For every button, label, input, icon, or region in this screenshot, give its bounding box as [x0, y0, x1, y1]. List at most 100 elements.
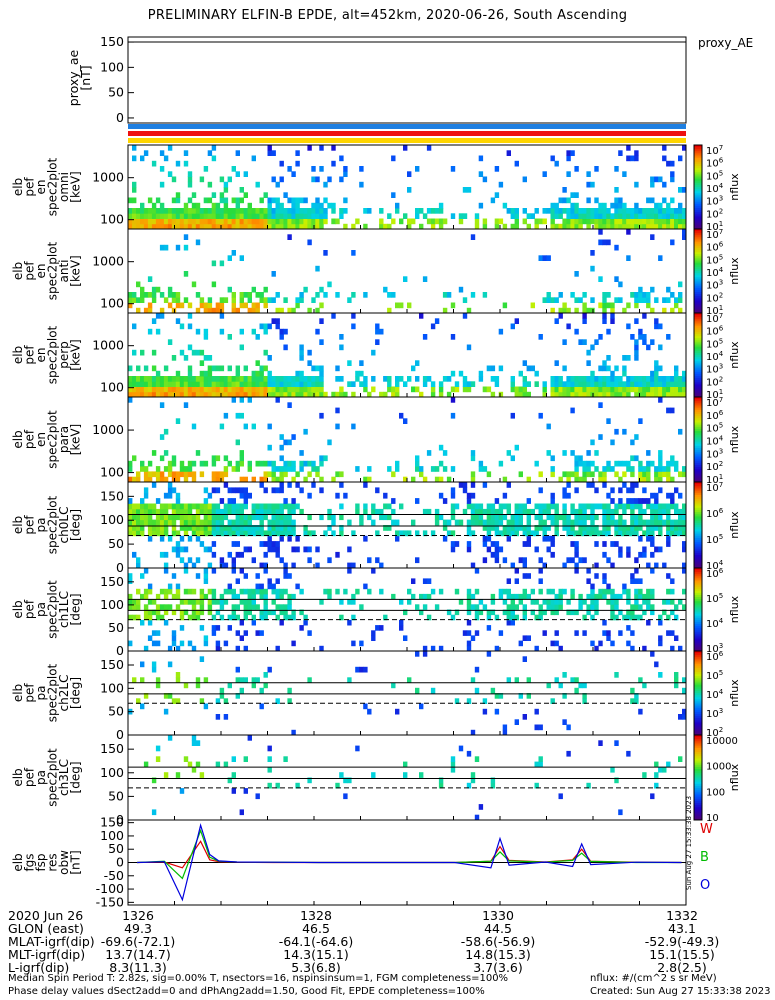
spectrogram-cell	[140, 573, 145, 579]
spectrogram-cell	[167, 583, 173, 590]
spectrogram-cell	[271, 541, 276, 547]
spectrogram-cell	[622, 525, 627, 531]
spectrogram-cell	[147, 386, 153, 393]
spectrogram-cell	[658, 455, 663, 462]
spectrogram-cell	[646, 498, 651, 504]
spectrogram-cell	[307, 460, 312, 467]
y-tick-label: 1000	[92, 254, 124, 269]
spectrogram-cell	[678, 213, 683, 219]
spectrogram-cell	[646, 391, 651, 398]
spectrogram-cell	[634, 557, 639, 564]
colorbar-segment	[694, 576, 702, 579]
spectrogram-cell	[614, 530, 619, 537]
spectrogram-cell	[219, 365, 225, 372]
spectrogram-cell	[267, 460, 272, 467]
spectrogram-cell	[231, 297, 236, 303]
spectrogram-cell	[407, 187, 412, 193]
spectrogram-cell	[466, 698, 472, 704]
colorbar-tick-label: 103	[706, 363, 723, 376]
colorbar-segment	[694, 289, 702, 293]
spectrogram-cell	[155, 525, 161, 531]
spectrogram-cell	[155, 756, 161, 762]
spectrogram-cell	[570, 588, 575, 595]
spectrogram-cell	[658, 213, 663, 219]
spectrogram-cell	[167, 460, 173, 467]
spectrogram-cell	[450, 530, 456, 537]
spectrogram-cell	[494, 381, 500, 387]
spectrogram-cell	[315, 328, 320, 335]
colorbar-segment	[694, 210, 702, 213]
spectrogram-cell	[235, 460, 240, 467]
spectrogram-cell	[163, 365, 169, 372]
spectrogram-cell	[187, 344, 193, 351]
spectrogram-cell	[327, 588, 332, 595]
spectrogram-cell	[474, 218, 480, 225]
spectrogram-cell	[578, 213, 583, 219]
colorbar-segment	[694, 584, 702, 588]
spectrogram-cell	[128, 614, 133, 621]
spectrogram-cell	[606, 583, 611, 590]
spectrogram-cell	[494, 557, 500, 564]
spectrogram-cell	[279, 218, 284, 225]
spectrogram-cell	[207, 519, 213, 526]
colorbar-tick-label: 103	[706, 707, 723, 720]
colorbar-segment	[694, 663, 702, 667]
spectrogram-cell	[211, 307, 217, 314]
spectrogram-cell	[315, 466, 320, 472]
colorbar-segment	[694, 796, 702, 800]
spectrogram-cell	[438, 588, 444, 595]
spectrogram-cell	[175, 381, 181, 387]
spectrogram-cell	[486, 535, 492, 542]
spectrogram-cell	[303, 223, 308, 230]
spectrogram-cell	[179, 599, 185, 605]
spectrogram-cell	[634, 698, 639, 704]
spectrogram-cell	[267, 508, 272, 515]
spectrogram-cell	[195, 557, 201, 564]
spectrogram-cell	[319, 599, 324, 605]
spectrogram-cell	[351, 292, 356, 298]
spectrogram-cell	[395, 519, 400, 526]
spectrogram-cell	[498, 519, 504, 526]
spectrogram-cell	[626, 255, 631, 261]
spectrogram-cell	[638, 604, 643, 610]
spectrogram-cell	[650, 223, 655, 230]
y-tick-label: 150	[100, 657, 124, 672]
spectrogram-cell	[566, 386, 571, 393]
spectrogram-cell	[666, 508, 671, 515]
spectrogram-cell	[502, 557, 508, 564]
colorbar-segment	[694, 651, 702, 654]
spectrogram-cell	[610, 609, 615, 616]
spectrogram-cell	[251, 223, 256, 230]
spectrogram-cell	[140, 391, 145, 398]
spectrogram-cell	[470, 604, 476, 610]
spectrogram-cell	[642, 476, 647, 483]
spectrogram-cell	[654, 782, 659, 789]
spectrogram-cell	[155, 614, 161, 621]
spectrogram-cell	[626, 145, 631, 151]
spectrogram-cell	[159, 508, 165, 515]
spectrogram-cell	[247, 386, 252, 393]
spectrogram-cell	[654, 218, 659, 225]
spectrogram-cell	[175, 508, 181, 515]
spectrogram-cell	[450, 334, 456, 340]
spectrogram-cell	[299, 292, 304, 298]
spectrogram-cell	[650, 307, 655, 314]
spectrogram-cell	[227, 376, 232, 382]
spectrogram-cell	[287, 535, 292, 542]
colorbar-tick-label: 103	[706, 447, 723, 460]
spectrogram-cell	[546, 292, 551, 298]
spectrogram-cell	[215, 455, 221, 462]
spectrogram-cell	[171, 292, 177, 298]
spectrogram-cell	[207, 181, 213, 188]
spectrogram-cell	[136, 519, 141, 526]
spectrogram-cell	[367, 514, 372, 521]
spectrogram-cell	[140, 503, 145, 510]
spectrogram-cell	[159, 223, 165, 230]
spectrogram-cell	[554, 604, 559, 610]
spectrogram-cell	[239, 530, 244, 537]
spectrogram-cell	[606, 391, 611, 398]
spectrogram-cell	[231, 508, 236, 515]
spectrogram-cell	[578, 508, 583, 515]
spectrogram-cell	[175, 530, 181, 537]
spectrogram-cell	[175, 498, 181, 504]
